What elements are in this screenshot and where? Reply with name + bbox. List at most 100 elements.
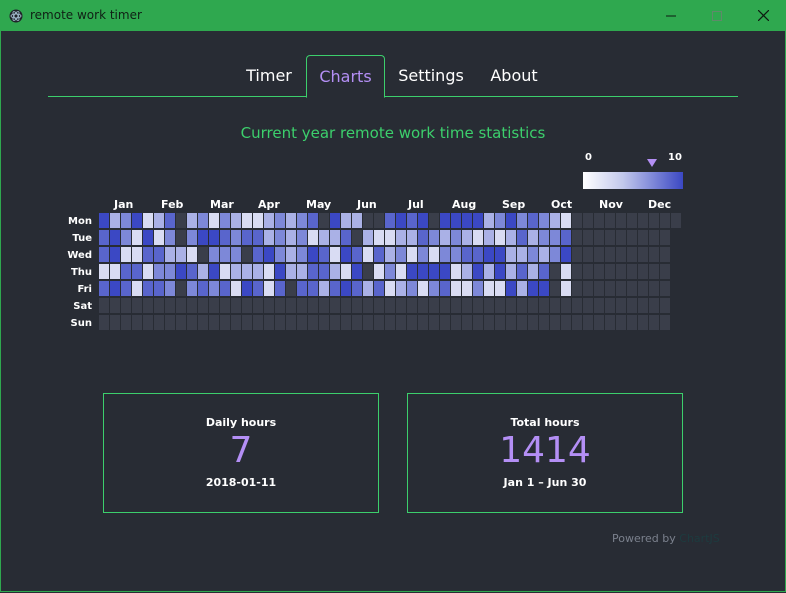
heatmap-cell[interactable]: [638, 315, 648, 330]
heatmap-cell[interactable]: [539, 315, 549, 330]
heatmap-cell[interactable]: [99, 315, 109, 330]
heatmap-cell[interactable]: [176, 264, 186, 279]
heatmap-cell[interactable]: [297, 264, 307, 279]
heatmap-cell[interactable]: [462, 247, 472, 262]
heatmap-cell[interactable]: [110, 315, 120, 330]
heatmap-cell[interactable]: [484, 315, 494, 330]
heatmap-cell[interactable]: [660, 230, 670, 245]
heatmap-cell[interactable]: [506, 298, 516, 313]
heatmap-cell[interactable]: [154, 298, 164, 313]
heatmap-cell[interactable]: [495, 213, 505, 228]
heatmap-cell[interactable]: [198, 264, 208, 279]
heatmap-cell[interactable]: [484, 213, 494, 228]
heatmap-cell[interactable]: [220, 315, 230, 330]
heatmap-cell[interactable]: [605, 213, 615, 228]
heatmap-cell[interactable]: [451, 264, 461, 279]
heatmap-cell[interactable]: [550, 247, 560, 262]
heatmap-cell[interactable]: [627, 247, 637, 262]
heatmap-cell[interactable]: [451, 281, 461, 296]
heatmap-cell[interactable]: [594, 315, 604, 330]
heatmap-cell[interactable]: [429, 247, 439, 262]
heatmap-cell[interactable]: [121, 315, 131, 330]
heatmap-cell[interactable]: [649, 264, 659, 279]
heatmap-cell[interactable]: [583, 247, 593, 262]
heatmap-cell[interactable]: [121, 213, 131, 228]
heatmap-cell[interactable]: [286, 247, 296, 262]
heatmap-cell[interactable]: [539, 298, 549, 313]
heatmap-cell[interactable]: [374, 281, 384, 296]
heatmap-cell[interactable]: [385, 213, 395, 228]
heatmap-cell[interactable]: [352, 213, 362, 228]
heatmap-cell[interactable]: [308, 247, 318, 262]
heatmap-cell[interactable]: [627, 213, 637, 228]
heatmap-cell[interactable]: [154, 247, 164, 262]
heatmap-cell[interactable]: [132, 247, 142, 262]
heatmap-cell[interactable]: [451, 315, 461, 330]
heatmap-cell[interactable]: [550, 298, 560, 313]
heatmap-cell[interactable]: [231, 230, 241, 245]
heatmap-cell[interactable]: [253, 298, 263, 313]
heatmap-cell[interactable]: [286, 315, 296, 330]
heatmap-cell[interactable]: [627, 315, 637, 330]
heatmap-cell[interactable]: [583, 213, 593, 228]
heatmap-cell[interactable]: [165, 213, 175, 228]
heatmap-cell[interactable]: [132, 230, 142, 245]
heatmap-cell[interactable]: [308, 315, 318, 330]
heatmap-cell[interactable]: [660, 264, 670, 279]
heatmap-cell[interactable]: [176, 298, 186, 313]
heatmap-cell[interactable]: [187, 298, 197, 313]
heatmap-cell[interactable]: [198, 213, 208, 228]
heatmap-cell[interactable]: [143, 213, 153, 228]
heatmap-cell[interactable]: [561, 281, 571, 296]
heatmap-cell[interactable]: [253, 213, 263, 228]
heatmap-cell[interactable]: [165, 264, 175, 279]
heatmap-cell[interactable]: [275, 247, 285, 262]
heatmap-cell[interactable]: [319, 281, 329, 296]
heatmap-cell[interactable]: [176, 315, 186, 330]
heatmap-cell[interactable]: [297, 298, 307, 313]
heatmap-cell[interactable]: [264, 230, 274, 245]
heatmap-cell[interactable]: [418, 298, 428, 313]
heatmap-cell[interactable]: [594, 298, 604, 313]
heatmap-cell[interactable]: [605, 298, 615, 313]
heatmap-cell[interactable]: [451, 298, 461, 313]
heatmap-cell[interactable]: [396, 213, 406, 228]
heatmap-cell[interactable]: [484, 281, 494, 296]
heatmap-cell[interactable]: [330, 315, 340, 330]
heatmap-cell[interactable]: [352, 298, 362, 313]
heatmap-cell[interactable]: [484, 298, 494, 313]
heatmap-cell[interactable]: [572, 230, 582, 245]
heatmap-cell[interactable]: [352, 230, 362, 245]
heatmap-cell[interactable]: [220, 247, 230, 262]
heatmap-cell[interactable]: [462, 264, 472, 279]
heatmap-cell[interactable]: [242, 247, 252, 262]
heatmap-cell[interactable]: [583, 230, 593, 245]
heatmap-cell[interactable]: [396, 264, 406, 279]
heatmap-cell[interactable]: [187, 264, 197, 279]
heatmap-cell[interactable]: [143, 230, 153, 245]
heatmap-cell[interactable]: [231, 264, 241, 279]
heatmap-cell[interactable]: [198, 298, 208, 313]
minimize-button[interactable]: [648, 0, 694, 31]
heatmap-cell[interactable]: [440, 298, 450, 313]
heatmap-cell[interactable]: [385, 315, 395, 330]
heatmap-cell[interactable]: [297, 281, 307, 296]
heatmap-cell[interactable]: [341, 264, 351, 279]
heatmap-cell[interactable]: [429, 230, 439, 245]
heatmap-cell[interactable]: [297, 230, 307, 245]
heatmap-cell[interactable]: [616, 213, 626, 228]
heatmap-cell[interactable]: [121, 298, 131, 313]
heatmap-cell[interactable]: [517, 213, 527, 228]
heatmap-cell[interactable]: [671, 213, 681, 228]
heatmap-cell[interactable]: [275, 264, 285, 279]
heatmap-cell[interactable]: [506, 247, 516, 262]
heatmap-cell[interactable]: [242, 213, 252, 228]
heatmap-cell[interactable]: [473, 247, 483, 262]
heatmap-cell[interactable]: [374, 230, 384, 245]
heatmap-cell[interactable]: [198, 247, 208, 262]
heatmap-cell[interactable]: [198, 230, 208, 245]
heatmap-cell[interactable]: [440, 230, 450, 245]
heatmap-cell[interactable]: [649, 315, 659, 330]
heatmap-cell[interactable]: [363, 230, 373, 245]
heatmap-cell[interactable]: [352, 264, 362, 279]
